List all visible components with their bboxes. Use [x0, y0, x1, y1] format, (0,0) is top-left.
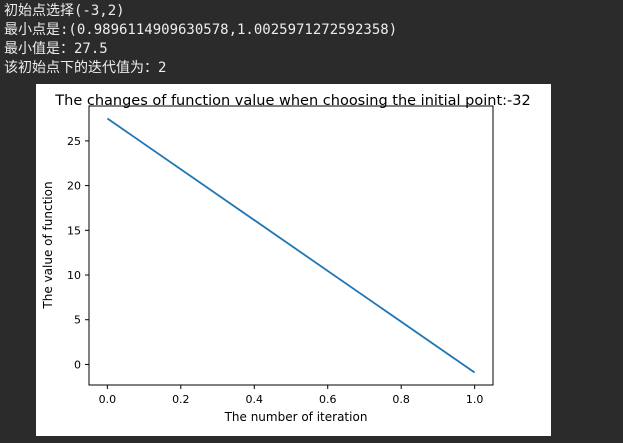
plot-area-frame [88, 105, 494, 386]
y-axis-label: The value of function [41, 181, 55, 309]
x-axis-label: The number of iteration [224, 410, 368, 424]
x-tick-label: 0.2 [172, 393, 190, 406]
y-tick-label: 0 [74, 358, 81, 371]
series-layer [106, 117, 476, 374]
series-line [106, 117, 476, 374]
chart-figure: The changes of function value when choos… [36, 84, 551, 436]
x-tick-label: 0.6 [319, 393, 337, 406]
line-chart: The changes of function value when choos… [41, 93, 531, 424]
y-tick-label: 10 [67, 269, 81, 282]
console-line-initial-point: 初始点选择(-3,2) [4, 3, 125, 19]
y-tick-label: 20 [67, 180, 81, 193]
y-axis-ticks: 0 5 10 15 20 25 [67, 135, 89, 371]
x-tick-label: 0.0 [99, 393, 117, 406]
console-line-min-point: 最小点是:(0.9896114909630578,1.0025971272592… [4, 22, 398, 38]
chart-title: The changes of function value when choos… [54, 93, 530, 109]
x-axis-ticks: 0.0 0.2 0.4 0.6 0.8 1.0 [99, 385, 484, 406]
console-output: 初始点选择(-3,2) 最小点是:(0.9896114909630578,1.0… [4, 2, 397, 78]
x-tick-label: 0.4 [246, 393, 263, 406]
y-tick-label: 5 [74, 314, 81, 327]
console-line-min-value: 最小值是：27.5 [4, 41, 108, 57]
console-line-iterations: 该初始点下的迭代值为：2 [4, 60, 167, 76]
x-tick-label: 1.0 [466, 393, 484, 406]
y-tick-label: 25 [67, 135, 81, 148]
x-tick-label: 0.8 [392, 393, 410, 406]
y-tick-label: 15 [67, 224, 81, 237]
